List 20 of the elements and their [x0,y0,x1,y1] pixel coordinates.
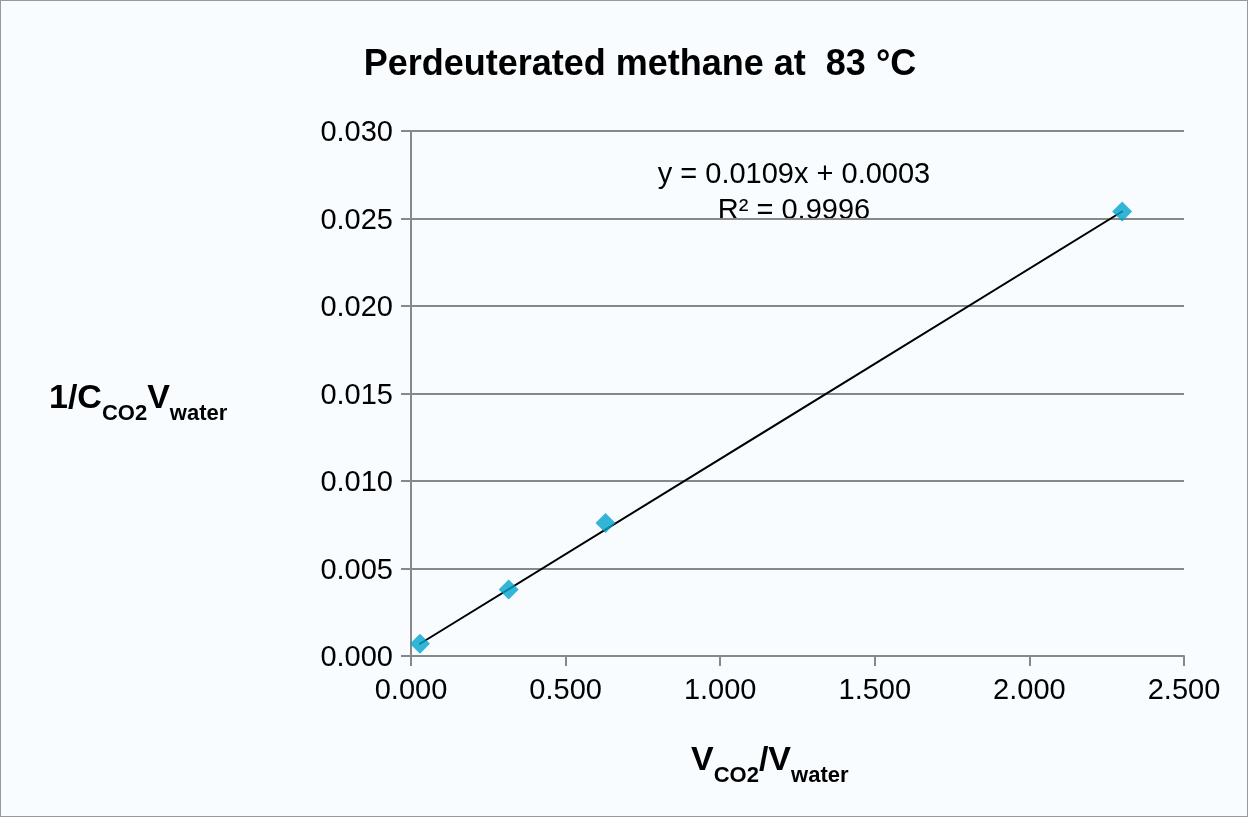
x-tick-label: 2.500 [1147,672,1221,705]
annotation: y = 0.0109x + 0.0003 [657,157,931,189]
point [498,579,519,600]
x-tick-label: 1.000 [683,672,757,705]
y-tick-label: 0.030 [320,115,393,147]
y-tick-label: 0.020 [320,290,393,322]
annotation: R² = 0.9996 [717,193,871,225]
point [409,633,430,654]
y-tick-label: 0.015 [320,377,393,410]
y-tick-label: 0.005 [320,552,393,585]
x-tick-label: 2.000 [993,672,1066,705]
chart-title: Perdeuterated methane at 83 °C [363,41,917,83]
x-tick-label: 0.000 [374,672,448,705]
point [595,513,616,533]
x-tick-label: 0.500 [529,672,602,705]
x-tick-label: 1.500 [838,672,912,705]
y-tick-label: 0.010 [320,465,393,497]
y-tick-label: 0.025 [320,202,393,235]
point [1112,201,1133,222]
y-tick-label: 0.000 [320,640,393,672]
